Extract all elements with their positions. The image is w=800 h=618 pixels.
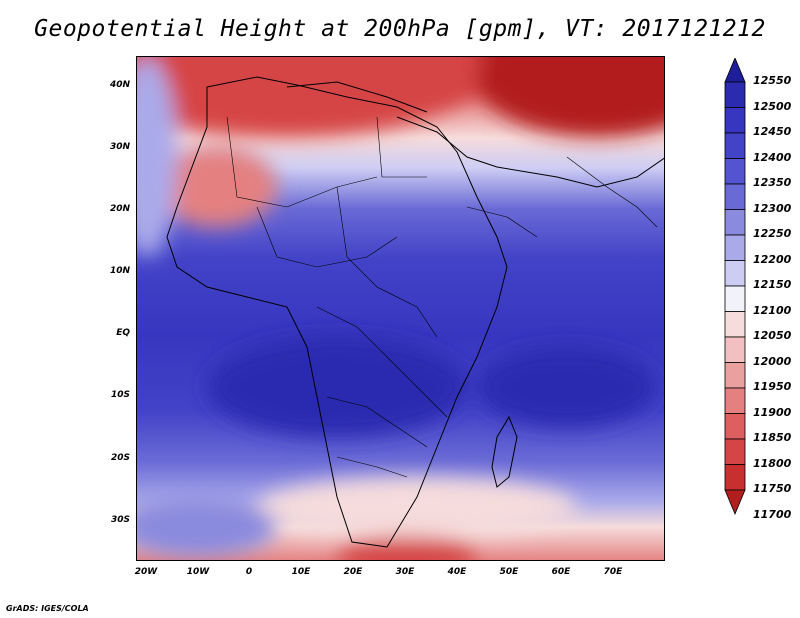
lon-tick-20e: 20E [343,567,363,577]
colorbar-label: 12550 [753,74,792,87]
colorbar-box [724,107,746,134]
colorbar-label: 11800 [753,456,792,470]
colorbar-label: 12500 [753,99,792,113]
colorbar-box [724,132,746,159]
lon-tick-40e: 40E [447,567,467,577]
field-anomalies [137,57,664,560]
map-title: Geopotential Height at 200hPa [gpm], VT:… [34,16,766,42]
geopotential-field [137,57,664,560]
colorbar-label: 11900 [753,405,792,419]
colorbar [724,58,746,516]
colorbar-box [724,336,746,363]
lat-tick-10n: 10N [109,266,130,276]
coastlines [166,76,664,548]
colorbar-label: 11950 [753,380,792,393]
colorbar-box [724,260,746,287]
colorbar-box [724,158,746,185]
colorbar-box [724,387,746,414]
colorbar-label: 12350 [753,176,792,189]
map-panel [136,56,665,561]
lat-tick-30n: 30N [109,142,130,152]
colorbar-box [724,311,746,338]
lat-tick-10s: 10S [110,390,130,400]
colorbar-label: 12400 [753,150,792,164]
colorbar-box [724,362,746,389]
colorbar-bottom-arrow [724,489,746,516]
colorbar-top-arrow [724,58,746,83]
country-borders [226,116,658,478]
colorbar-box [724,234,746,261]
colorbar-label: 12000 [753,354,792,368]
colorbar-label: 12250 [753,227,792,240]
lon-tick-70e: 70E [603,567,623,577]
colorbar-box [724,413,746,440]
lat-tick-30s: 30S [110,515,130,525]
colorbar-box [724,438,746,465]
colorbar-box [724,209,746,236]
lon-tick-30e: 30E [395,567,415,577]
colorbar-box [724,285,746,312]
colorbar-label: 11700 [753,507,792,521]
colorbar-label: 12100 [753,303,792,317]
field-background [137,57,664,560]
lat-tick-20n: 20N [109,204,130,214]
lat-tick-eq: EQ [116,328,130,338]
lat-tick-40n: 40N [109,80,130,90]
lon-tick-10e: 10E [291,567,311,577]
lon-tick-10w: 10W [186,567,210,577]
colorbar-box [724,183,746,210]
grads-credit: GrADS: IGES/COLA [6,604,89,613]
colorbar-label: 12200 [753,252,792,266]
colorbar-label: 12050 [753,329,792,342]
colorbar-label: 12150 [753,278,792,291]
colorbar-box [724,81,746,108]
lon-tick-0: 0 [245,567,253,577]
colorbar-label: 11850 [753,431,792,444]
lat-tick-20s: 20S [110,453,130,463]
colorbar-label: 12450 [753,125,792,138]
colorbar-label: 12300 [753,201,792,215]
colorbar-label: 11750 [753,482,792,495]
lon-tick-60e: 60E [551,567,571,577]
lon-tick-50e: 50E [499,567,519,577]
lon-tick-20w: 20W [134,567,158,577]
colorbar-box [724,464,746,491]
